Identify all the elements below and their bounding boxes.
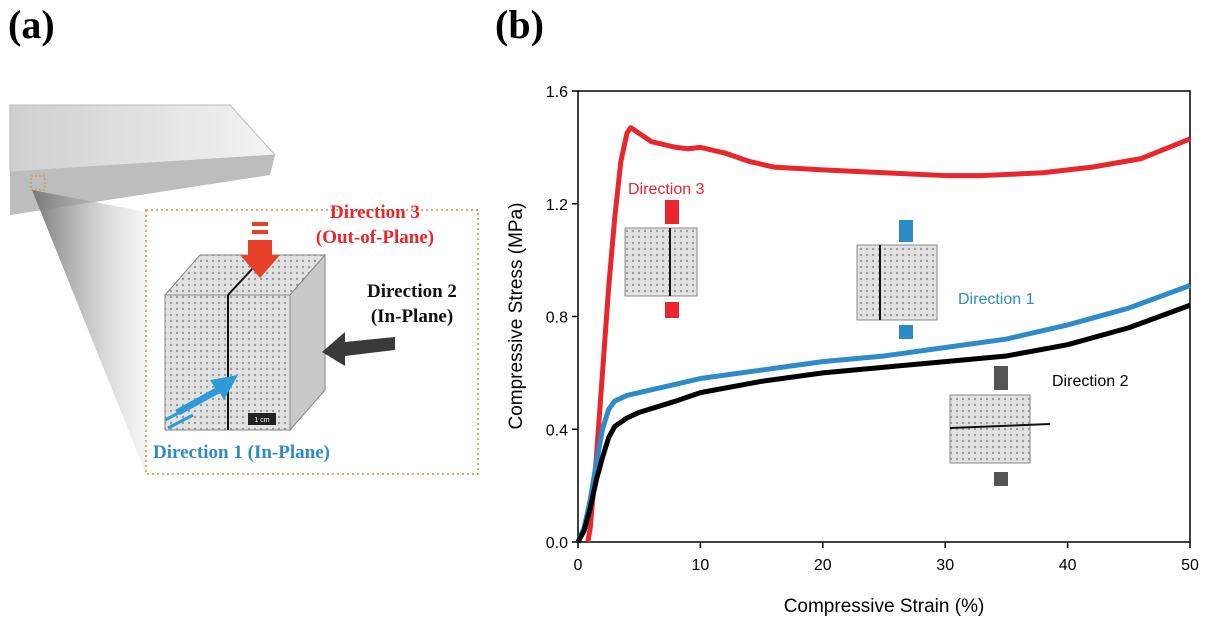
panel-label: (a) (8, 2, 55, 47)
direction-2-sub: (In-Plane) (371, 306, 453, 327)
panel-label: (b) (495, 2, 544, 47)
x-tick-label: 40 (1059, 557, 1077, 574)
arrow-3 (240, 222, 280, 278)
series-label: Direction 2 (1052, 373, 1129, 390)
x-axis-label: Compressive Strain (%) (784, 596, 985, 617)
direction-3-sub: (Out-of-Plane) (316, 227, 434, 248)
y-tick-label: 0.8 (546, 310, 568, 327)
series-line (575, 283, 1191, 543)
series-label: Direction 1 (958, 291, 1035, 308)
series-line (575, 302, 1191, 544)
x-tick-label: 50 (1181, 557, 1199, 574)
y-tick-label: 0.0 (546, 535, 568, 552)
x-tick-label: 30 (936, 557, 954, 574)
arrow-2 (322, 332, 395, 366)
direction-2-label: Direction 2 (367, 281, 457, 302)
series-label: Direction 3 (628, 181, 705, 198)
scale-text: 1 cm (254, 417, 269, 424)
y-axis-label: Compressive Stress (MPa) (506, 203, 527, 430)
y-tick-label: 1.2 (546, 197, 568, 214)
inset-direction-2 (949, 366, 1051, 486)
direction-1-label: Direction 1 (In-Plane) (153, 442, 330, 463)
x-tick-label: 10 (692, 557, 710, 574)
arrow-1 (164, 375, 238, 430)
inset-direction-1 (856, 220, 938, 339)
x-tick-label: 0 (574, 557, 583, 574)
zoom-box (30, 175, 46, 191)
inset-direction-3 (624, 200, 698, 318)
zoom-beam (32, 190, 146, 474)
direction-3-label: Direction 3 (330, 202, 420, 223)
series-line (585, 125, 1191, 543)
y-tick-label: 1.6 (546, 84, 568, 101)
cube-side (289, 253, 326, 432)
y-tick-label: 0.4 (546, 422, 568, 439)
x-tick-label: 20 (814, 557, 832, 574)
scale-bar (248, 413, 276, 425)
